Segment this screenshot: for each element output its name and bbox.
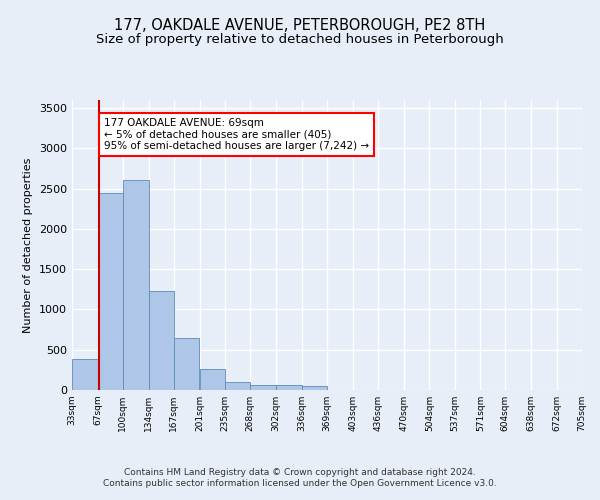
Bar — [98, 192, 123, 390]
Text: Contains HM Land Registry data © Crown copyright and database right 2024.
Contai: Contains HM Land Registry data © Crown c… — [103, 468, 497, 487]
Text: 177 OAKDALE AVENUE: 69sqm
← 5% of detached houses are smaller (405)
95% of semi-: 177 OAKDALE AVENUE: 69sqm ← 5% of detach… — [104, 118, 369, 151]
Bar — [250, 385, 276, 390]
Bar — [123, 180, 149, 390]
Text: 177, OAKDALE AVENUE, PETERBOROUGH, PE2 8TH: 177, OAKDALE AVENUE, PETERBOROUGH, PE2 8… — [115, 18, 485, 32]
Text: Size of property relative to detached houses in Peterborough: Size of property relative to detached ho… — [96, 32, 504, 46]
Bar — [72, 358, 98, 390]
Bar — [302, 386, 327, 390]
Bar — [199, 370, 226, 390]
Y-axis label: Number of detached properties: Number of detached properties — [23, 158, 34, 332]
Bar — [149, 291, 173, 390]
Bar — [173, 338, 199, 390]
Bar — [226, 382, 250, 390]
Bar — [276, 385, 302, 390]
